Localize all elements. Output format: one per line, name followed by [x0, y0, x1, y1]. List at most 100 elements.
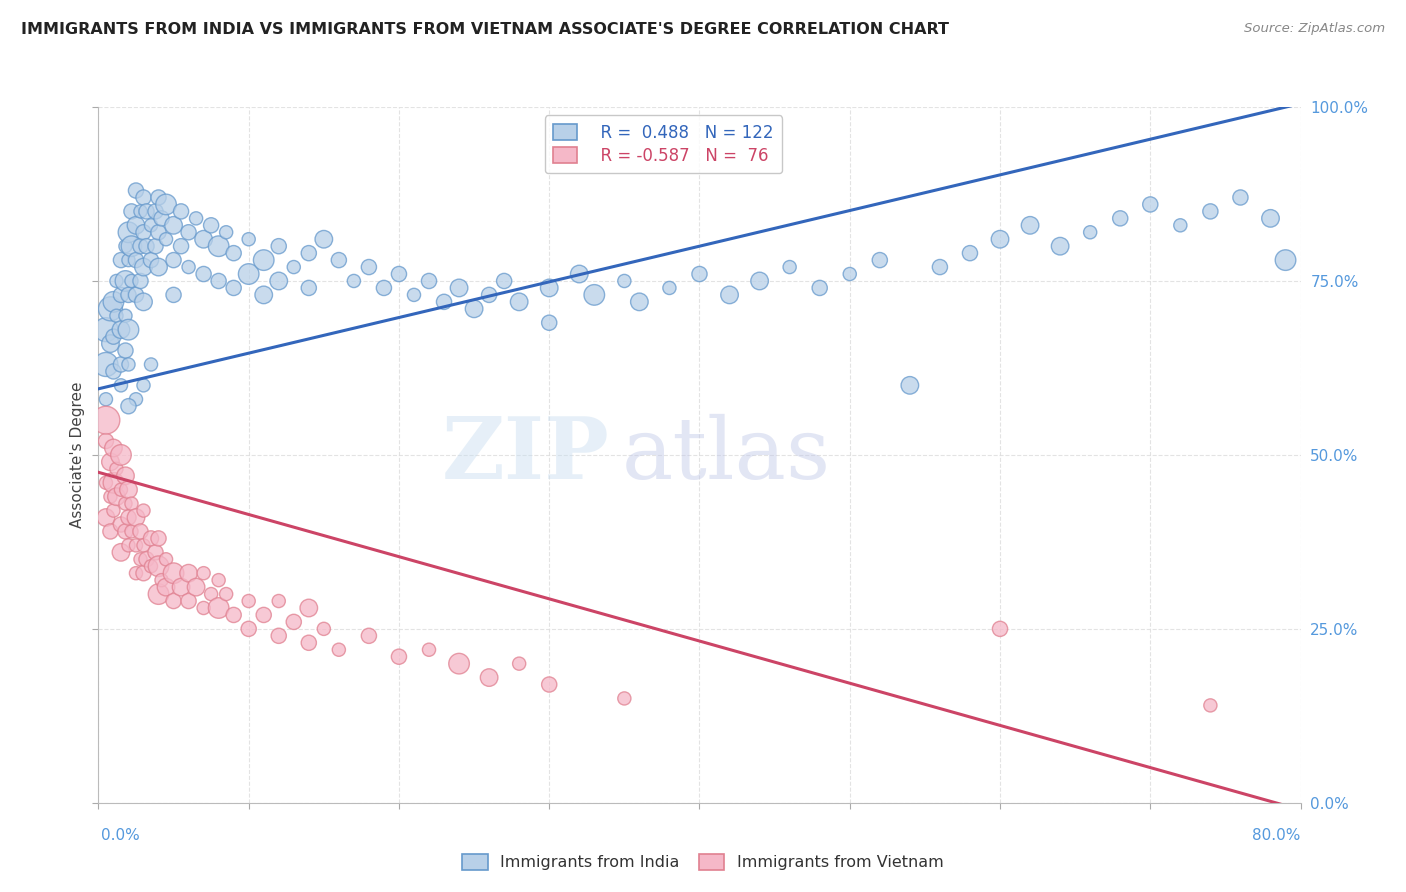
Point: [283, 615, 305, 629]
Point: [103, 503, 125, 517]
Y-axis label: Associate's Degree: Associate's Degree: [69, 382, 84, 528]
Point: [1199, 698, 1222, 713]
Point: [193, 601, 215, 615]
Point: [94, 434, 117, 448]
Point: [125, 538, 148, 552]
Point: [177, 566, 200, 581]
Point: [114, 239, 136, 253]
Point: [988, 622, 1011, 636]
Point: [145, 204, 167, 219]
Point: [110, 448, 132, 462]
Point: [1170, 219, 1192, 233]
Point: [1274, 253, 1296, 268]
Point: [117, 253, 139, 268]
Point: [114, 524, 136, 539]
Point: [898, 378, 921, 392]
Point: [162, 219, 184, 233]
Point: [222, 607, 245, 622]
Point: [253, 253, 276, 268]
Point: [494, 274, 516, 288]
Point: [132, 225, 155, 239]
Point: [267, 629, 290, 643]
Point: [100, 524, 122, 539]
Point: [208, 274, 231, 288]
Point: [583, 288, 606, 302]
Point: [170, 239, 193, 253]
Point: [132, 260, 155, 274]
Point: [838, 267, 860, 281]
Point: [988, 232, 1011, 246]
Point: [105, 462, 128, 476]
Point: [538, 281, 561, 295]
Point: [808, 281, 831, 295]
Point: [150, 573, 173, 587]
Point: [145, 239, 167, 253]
Point: [1229, 190, 1251, 204]
Point: [121, 524, 143, 539]
Point: [145, 545, 167, 559]
Point: [402, 288, 425, 302]
Point: [139, 559, 162, 574]
Point: [125, 566, 148, 581]
Point: [1139, 197, 1161, 211]
Point: [298, 601, 321, 615]
Point: [125, 184, 148, 198]
Point: [103, 364, 125, 378]
Point: [110, 545, 132, 559]
Point: [117, 225, 139, 239]
Point: [463, 301, 485, 316]
Point: [170, 580, 193, 594]
Point: [357, 629, 380, 643]
Point: [238, 594, 260, 608]
Point: [447, 657, 470, 671]
Point: [1260, 211, 1282, 226]
Point: [125, 510, 148, 524]
Point: [155, 197, 177, 211]
Point: [103, 294, 125, 309]
Point: [129, 552, 152, 566]
Point: [94, 358, 117, 372]
Point: [1078, 225, 1101, 239]
Point: [114, 468, 136, 483]
Point: [132, 566, 155, 581]
Point: [100, 301, 122, 316]
Point: [148, 190, 170, 204]
Legend:   R =  0.488   N = 122,   R = -0.587   N =  76: R = 0.488 N = 122, R = -0.587 N = 76: [546, 115, 782, 173]
Point: [718, 288, 741, 302]
Point: [125, 392, 148, 407]
Text: ZIP: ZIP: [441, 413, 609, 497]
Point: [117, 510, 139, 524]
Point: [689, 267, 711, 281]
Point: [328, 253, 350, 268]
Point: [215, 587, 238, 601]
Point: [103, 329, 125, 343]
Point: [94, 510, 117, 524]
Point: [148, 587, 170, 601]
Point: [114, 274, 136, 288]
Point: [215, 225, 238, 239]
Point: [478, 288, 501, 302]
Point: [117, 483, 139, 497]
Point: [869, 253, 891, 268]
Point: [298, 636, 321, 650]
Point: [222, 281, 245, 295]
Point: [478, 671, 501, 685]
Point: [447, 281, 470, 295]
Point: [132, 294, 155, 309]
Text: 80.0%: 80.0%: [1253, 829, 1301, 843]
Point: [208, 601, 231, 615]
Point: [100, 490, 122, 504]
Point: [135, 204, 157, 219]
Point: [117, 538, 139, 552]
Point: [94, 413, 117, 427]
Point: [253, 607, 276, 622]
Point: [613, 274, 636, 288]
Point: [139, 219, 162, 233]
Point: [150, 211, 173, 226]
Point: [110, 253, 132, 268]
Point: [418, 642, 440, 657]
Point: [155, 232, 177, 246]
Point: [162, 253, 184, 268]
Point: [1199, 204, 1222, 219]
Point: [139, 253, 162, 268]
